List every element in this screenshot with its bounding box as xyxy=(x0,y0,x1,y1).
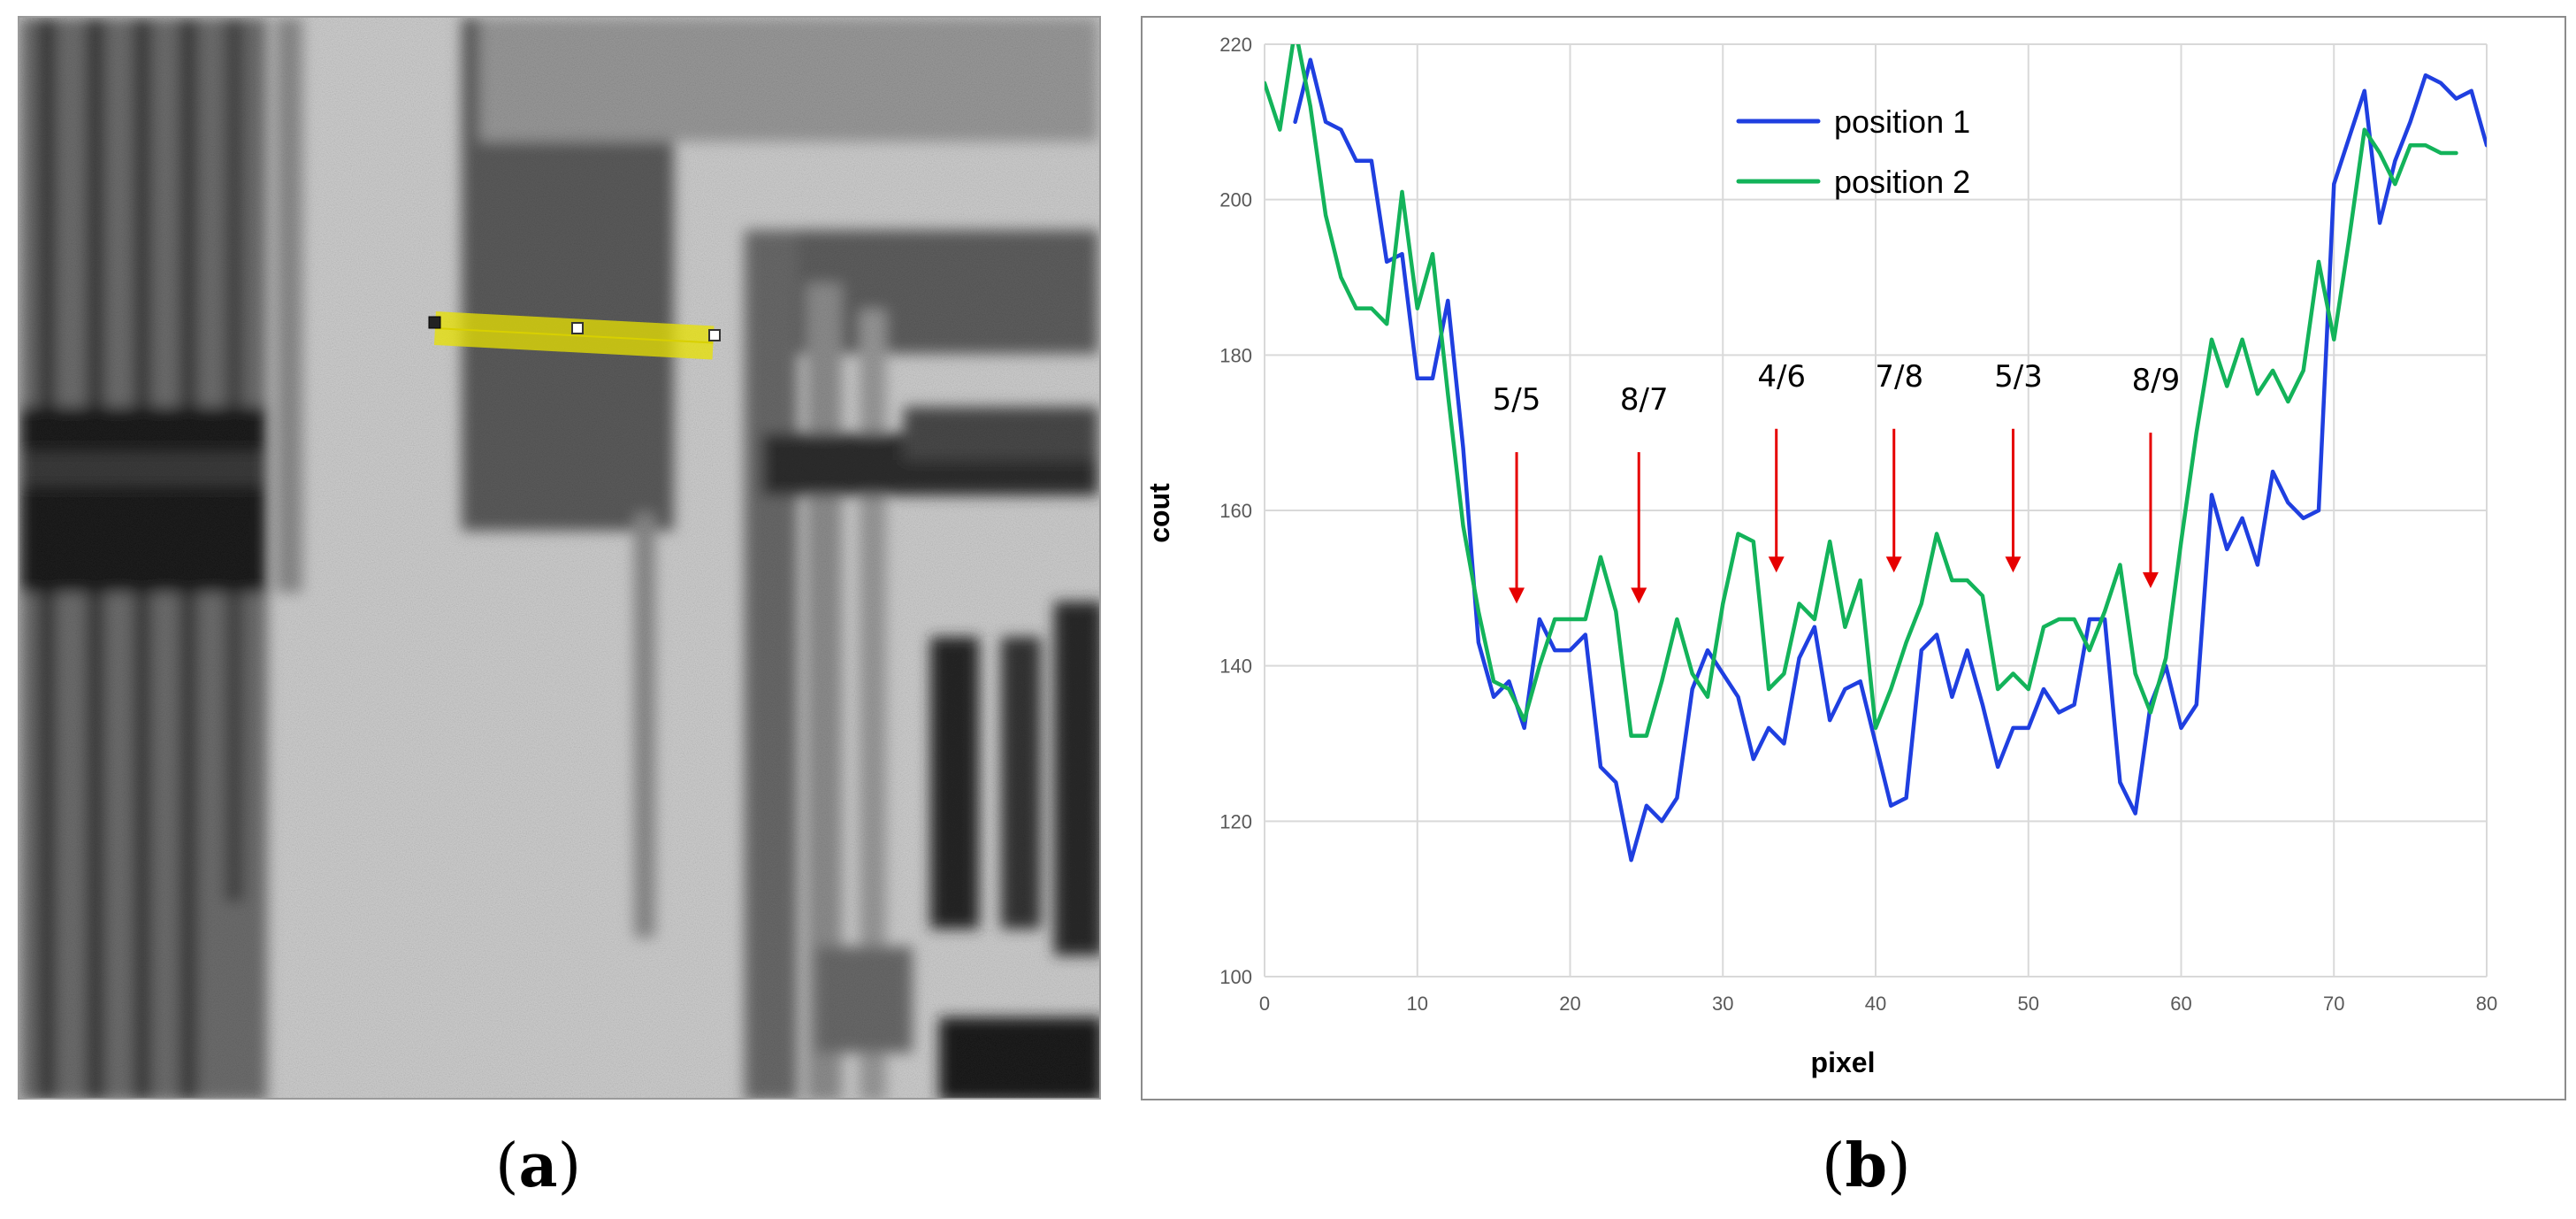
annotation-arrow-head xyxy=(1631,587,1647,604)
annotation-arrow-head xyxy=(2005,556,2022,573)
y-tick-label: 180 xyxy=(1219,344,1252,366)
y-tick-label: 160 xyxy=(1219,500,1252,522)
annotation-arrow-head xyxy=(2142,571,2159,588)
chart-svg: 100 120 140 160 180 200 220 0 10 20 30 40 50 60 70 80 p… xyxy=(1143,34,2497,1078)
x-tick-label: 0 xyxy=(1259,993,1270,1015)
grid xyxy=(1264,43,2488,978)
radiograph-image xyxy=(18,16,1101,1100)
x-tick-label: 70 xyxy=(2323,993,2344,1015)
x-tick-label: 10 xyxy=(1407,993,1428,1015)
annotation-label: 5/5 xyxy=(1493,382,1541,418)
caption-a-open: ( xyxy=(495,1131,519,1201)
annotation-label: 8/9 xyxy=(2132,363,2181,398)
x-tick-label: 20 xyxy=(1559,993,1580,1015)
y-tick-label: 140 xyxy=(1219,656,1252,678)
legend-label-position-2: position 2 xyxy=(1834,164,1970,200)
radiograph-svg xyxy=(19,18,1099,1098)
y-axis-title: cout xyxy=(1143,483,1175,543)
caption-a-close: ) xyxy=(557,1131,582,1201)
selection-end-handle[interactable] xyxy=(708,329,721,341)
legend: position 1 position 2 xyxy=(1736,104,1970,200)
annotation-label: 7/8 xyxy=(1875,359,1923,395)
caption-a-letter: a xyxy=(518,1131,558,1201)
caption-b-close: ) xyxy=(1887,1131,1911,1201)
y-tick-label: 100 xyxy=(1219,966,1252,988)
annotation-arrow-head xyxy=(1768,556,1785,573)
caption-b-letter: b xyxy=(1845,1131,1888,1201)
annotations: 5/5 8/7 4/6 7/8 5/3 8/9 xyxy=(1493,359,2181,604)
legend-label-position-1: position 1 xyxy=(1834,104,1970,140)
caption-a: (a) xyxy=(495,1131,581,1201)
annotation-label: 4/6 xyxy=(1757,359,1806,395)
series-line-position-1 xyxy=(1293,58,2487,862)
annotation-label: 8/7 xyxy=(1620,382,1669,418)
annotation-arrow-head xyxy=(1509,587,1525,604)
y-tick-label: 120 xyxy=(1219,810,1252,832)
annotation-label: 5/3 xyxy=(1994,359,2043,395)
y-tick-label: 200 xyxy=(1219,189,1252,211)
caption-b-open: ( xyxy=(1822,1131,1846,1201)
annotation-arrow-head xyxy=(1885,556,1902,573)
x-tick-label: 80 xyxy=(2476,993,2497,1015)
selection-mid-handle[interactable] xyxy=(571,322,584,334)
profile-selection[interactable] xyxy=(433,311,715,360)
selection-start-handle[interactable] xyxy=(428,316,441,329)
series-line-position-2 xyxy=(1265,44,2458,738)
x-axis-title: pixel xyxy=(1811,1046,1876,1078)
x-tick-label: 60 xyxy=(2170,993,2191,1015)
profile-chart: 100 120 140 160 180 200 220 0 10 20 30 40 50 60 70 80 p… xyxy=(1141,16,2566,1100)
caption-b: (b) xyxy=(1822,1131,1911,1201)
x-tick-label: 40 xyxy=(1865,993,1886,1015)
x-tick-label: 50 xyxy=(2018,993,2039,1015)
series-lines xyxy=(1265,44,2487,862)
tick-labels: 100 120 140 160 180 200 220 0 10 20 30 40 50 60 70 80 xyxy=(1219,34,2497,1015)
y-tick-label: 220 xyxy=(1219,34,1252,56)
x-tick-label: 30 xyxy=(1712,993,1733,1015)
